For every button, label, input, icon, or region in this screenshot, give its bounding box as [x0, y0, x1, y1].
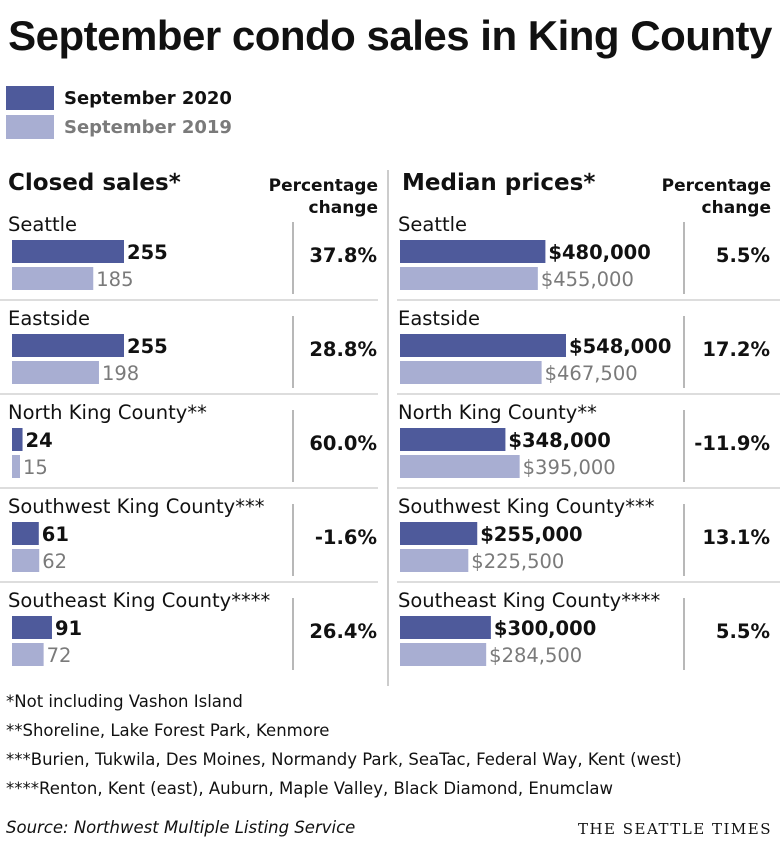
bar-value-label-southwest-king-county-sales-2019: 62 — [42, 550, 67, 573]
pct-change-seattle-price: 5.5% — [716, 244, 770, 267]
footnote-2: **Shoreline, Lake Forest Park, Kenmore — [6, 721, 330, 740]
bar-value-label-eastside-price-2019: $467,500 — [545, 362, 638, 385]
pct-header-line-1: Percentage — [268, 176, 378, 196]
source-note: Source: Northwest Multiple Listing Servi… — [6, 818, 356, 837]
bar-north-king-county-price-2020 — [400, 428, 506, 451]
bar-value-label-southwest-king-county-sales-2020: 61 — [42, 523, 69, 546]
bar-southeast-king-county-sales-2019 — [12, 643, 44, 666]
bar-value-label-eastside-price-2020: $548,000 — [569, 335, 671, 358]
bar-southwest-king-county-sales-2020 — [12, 522, 39, 545]
region-label-eastside-price: Eastside — [398, 307, 480, 330]
bar-value-label-north-king-county-sales-2019: 15 — [23, 456, 48, 479]
pct-change-southwest-king-county-sales: -1.6% — [315, 526, 377, 549]
bar-value-label-seattle-price-2020: $480,000 — [548, 241, 650, 264]
footnote-1: *Not including Vashon Island — [6, 692, 243, 711]
pct-header-line-1: Percentage — [661, 176, 771, 196]
bar-value-label-seattle-price-2019: $455,000 — [541, 268, 634, 291]
chart-title: September condo sales in King County — [8, 12, 772, 59]
bar-eastside-sales-2020 — [12, 334, 124, 357]
footnote-3: ***Burien, Tukwila, Des Moines, Normandy… — [6, 750, 682, 769]
bar-charts: Seattle 255 185 37.8% Eastside 255 198 28.8% Nor… — [0, 170, 780, 686]
bar-value-label-north-king-county-price-2019: $395,000 — [523, 456, 616, 479]
bar-value-label-eastside-sales-2020: 255 — [127, 335, 168, 358]
pct-change-eastside-price: 17.2% — [702, 338, 770, 361]
bar-eastside-price-2020 — [400, 334, 566, 357]
bar-seattle-price-2020 — [400, 240, 546, 263]
region-label-north-king-county-sales: North King County** — [8, 401, 207, 424]
region-label-southeast-king-county-price: Southeast King County**** — [398, 589, 660, 612]
footnote-4: ****Renton, Kent (east), Auburn, Maple V… — [6, 779, 614, 798]
legend-item-2020: September 2020 — [6, 86, 232, 110]
bar-value-label-eastside-sales-2019: 198 — [102, 362, 139, 385]
median-prices-pct-header: Percentage change — [651, 175, 771, 219]
bar-southwest-king-county-sales-2019 — [12, 549, 40, 572]
legend-item-2019: September 2019 — [6, 115, 232, 139]
pct-change-north-king-county-price: -11.9% — [694, 432, 770, 455]
region-label-seattle-sales: Seattle — [8, 213, 77, 236]
pct-change-southeast-king-county-price: 5.5% — [716, 620, 770, 643]
bar-value-label-southeast-king-county-sales-2020: 91 — [55, 617, 82, 640]
bar-seattle-sales-2020 — [12, 240, 124, 263]
closed-sales-title: Closed sales* — [8, 170, 181, 196]
bar-southeast-king-county-price-2019 — [400, 643, 487, 666]
bar-value-label-north-king-county-sales-2020: 24 — [26, 429, 53, 452]
bar-eastside-price-2019 — [400, 361, 542, 384]
region-label-eastside-sales: Eastside — [8, 307, 90, 330]
pct-change-eastside-sales: 28.8% — [309, 338, 377, 361]
pct-header-line-2: change — [701, 198, 771, 218]
bar-southwest-king-county-price-2019 — [400, 549, 469, 572]
pct-change-north-king-county-sales: 60.0% — [309, 432, 377, 455]
bar-value-label-southeast-king-county-price-2019: $284,500 — [489, 644, 582, 667]
legend-label-2019: September 2019 — [64, 116, 232, 138]
bar-value-label-southwest-king-county-price-2019: $225,500 — [471, 550, 564, 573]
region-label-north-king-county-price: North King County** — [398, 401, 597, 424]
region-label-southwest-king-county-price: Southwest King County*** — [398, 495, 655, 518]
bar-value-label-seattle-sales-2020: 255 — [127, 241, 168, 264]
legend-label-2020: September 2020 — [64, 87, 232, 109]
bar-value-label-seattle-sales-2019: 185 — [96, 268, 133, 291]
bar-seattle-price-2019 — [400, 267, 538, 290]
bar-north-king-county-price-2019 — [400, 455, 520, 478]
bar-north-king-county-sales-2019 — [12, 455, 20, 478]
bar-seattle-sales-2019 — [12, 267, 94, 290]
bar-value-label-southeast-king-county-sales-2019: 72 — [47, 644, 72, 667]
publisher-logo: THE SEATTLE TIMES — [577, 820, 772, 838]
pct-change-southwest-king-county-price: 13.1% — [702, 526, 770, 549]
bar-southwest-king-county-price-2020 — [400, 522, 478, 545]
region-label-southeast-king-county-sales: Southeast King County**** — [8, 589, 270, 612]
bar-value-label-southwest-king-county-price-2020: $255,000 — [480, 523, 582, 546]
legend-swatch-2019 — [6, 115, 54, 139]
region-label-southwest-king-county-sales: Southwest King County*** — [8, 495, 265, 518]
pct-header-line-2: change — [308, 198, 378, 218]
bar-eastside-sales-2019 — [12, 361, 99, 384]
bar-southeast-king-county-price-2020 — [400, 616, 491, 639]
pct-change-seattle-sales: 37.8% — [309, 244, 377, 267]
pct-change-southeast-king-county-sales: 26.4% — [309, 620, 377, 643]
region-label-seattle-price: Seattle — [398, 213, 467, 236]
bar-southeast-king-county-sales-2020 — [12, 616, 52, 639]
closed-sales-pct-header: Percentage change — [258, 175, 378, 219]
bar-value-label-southeast-king-county-price-2020: $300,000 — [494, 617, 596, 640]
median-prices-title: Median prices* — [402, 170, 596, 196]
bar-north-king-county-sales-2020 — [12, 428, 23, 451]
legend-swatch-2020 — [6, 86, 54, 110]
bar-value-label-north-king-county-price-2020: $348,000 — [508, 429, 610, 452]
